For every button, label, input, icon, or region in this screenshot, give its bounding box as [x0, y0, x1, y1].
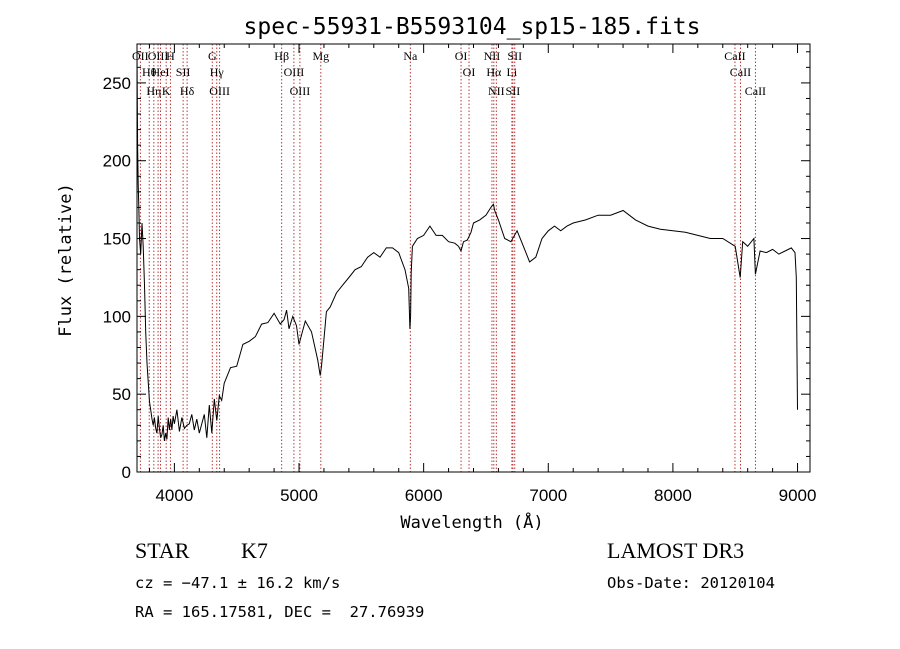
line-marker-label: OII	[132, 49, 149, 63]
x-axis-label: Wavelength (Å)	[400, 511, 543, 533]
plot-frame	[136, 43, 811, 473]
chart-title: spec-55931-B5593104_sp15-185.fits	[244, 14, 701, 40]
line-marker-label: G	[208, 49, 217, 63]
y-tick-label: 100	[103, 307, 131, 326]
redshift-readout: cz = −47.1 ± 16.2 km/s	[135, 574, 341, 592]
line-marker-label: SII	[507, 49, 522, 63]
line-marker-label: Hα	[486, 65, 502, 79]
line-marker-label: Li	[507, 65, 518, 79]
x-tick-label: 5000	[280, 486, 318, 505]
object-subclass: K7	[241, 538, 268, 563]
survey-name: LAMOST DR3	[607, 538, 745, 563]
line-marker-label: OIII	[209, 84, 230, 98]
line-marker-label: CaII	[745, 84, 766, 98]
y-tick-label: 50	[112, 385, 131, 404]
y-tick-label: 0	[122, 463, 131, 482]
line-marker-label: Na	[403, 49, 418, 63]
line-marker-label: Mg	[312, 49, 329, 63]
x-tick-label: 9000	[779, 486, 817, 505]
emission-line-labels: OIIHθHηOIIIHeIKHSIIHδGHγOIIIHβOIIIOIIIMg…	[132, 49, 766, 98]
y-tick-label: 250	[103, 74, 131, 93]
line-marker-label: OIII	[290, 84, 311, 98]
line-marker-label: NII	[488, 84, 505, 98]
x-tick-label: 7000	[529, 486, 567, 505]
line-marker-label: Hδ	[180, 84, 195, 98]
line-marker-label: Hγ	[210, 65, 225, 79]
line-marker-label: HeI	[152, 65, 170, 79]
y-tick-label: 150	[103, 230, 131, 249]
line-marker-label: CaII	[730, 65, 751, 79]
line-marker-label: OI	[463, 65, 476, 79]
line-marker-label: OI	[455, 49, 468, 63]
x-tick-label: 8000	[654, 486, 692, 505]
line-marker-label: H	[166, 49, 175, 63]
line-marker-label: Hβ	[274, 49, 289, 63]
object-class: STAR	[135, 538, 190, 563]
line-marker-label: SII	[506, 84, 521, 98]
axis-ticks: 4000 5000 6000 7000 8000 9000 0 50 100 150 200 250	[103, 44, 817, 505]
x-tick-label: 4000	[155, 486, 193, 505]
x-tick-label: 6000	[405, 486, 443, 505]
line-marker-label: K	[162, 84, 171, 98]
observation-date: Obs-Date: 20120104	[607, 574, 775, 592]
emission-line-markers	[139, 44, 756, 472]
coordinates-readout: RA = 165.17581, DEC = 27.76939	[135, 603, 425, 621]
series-line	[136, 51, 798, 441]
line-marker-label: CaII	[724, 49, 745, 63]
line-marker-label: Hθ	[142, 65, 157, 79]
y-tick-label: 200	[103, 152, 131, 171]
line-marker-label: OIII	[148, 49, 169, 63]
line-marker-label: SII	[176, 65, 191, 79]
line-marker-label: OIII	[284, 65, 305, 79]
line-marker-label: NII	[484, 49, 501, 63]
y-axis-label: Flux (relative)	[56, 183, 76, 337]
plot-axes	[136, 43, 811, 473]
line-marker-label: Hη	[146, 84, 161, 98]
